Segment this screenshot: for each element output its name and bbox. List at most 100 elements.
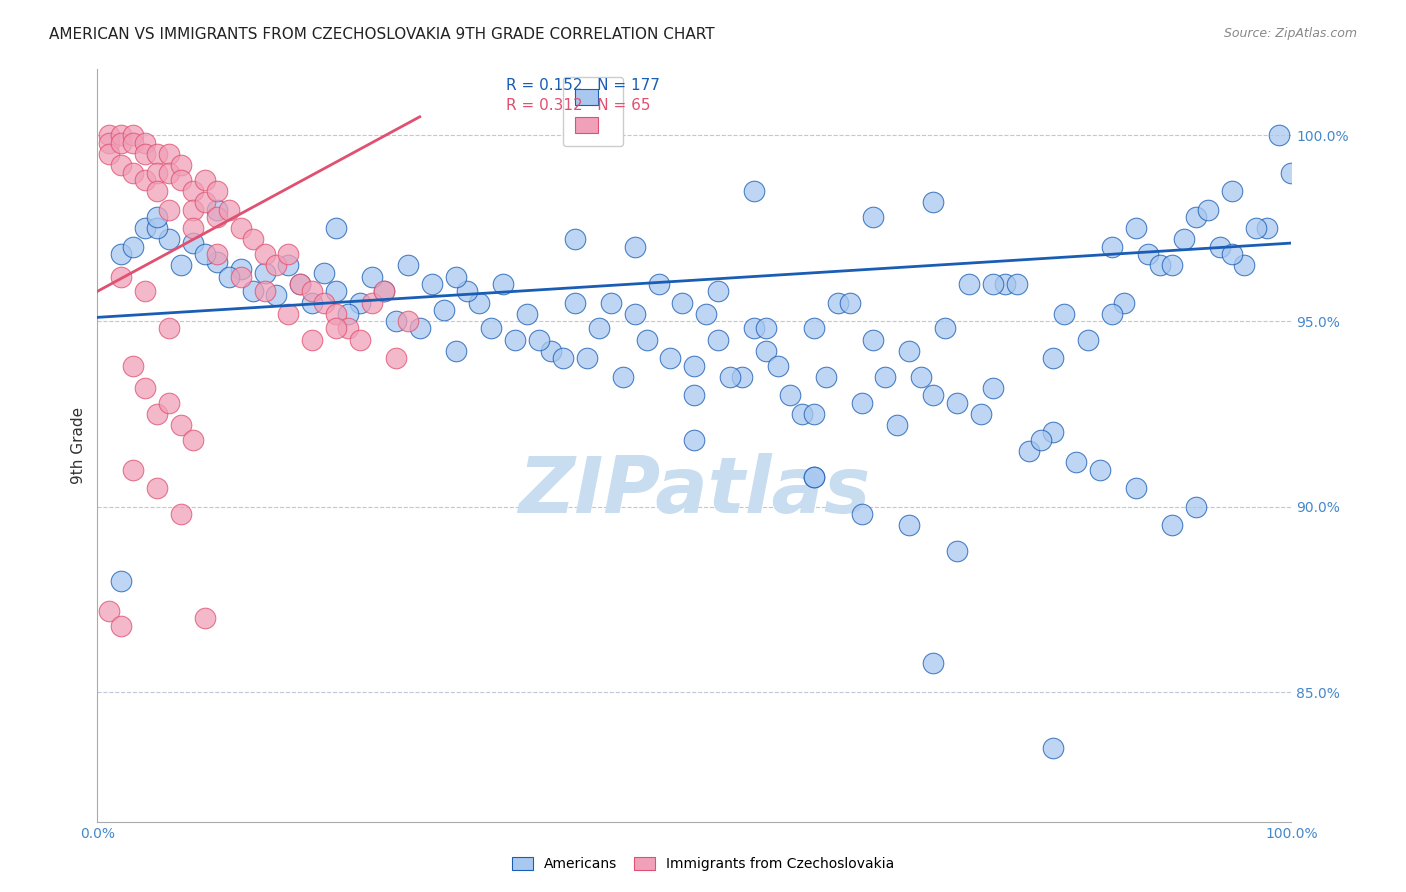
Point <box>194 247 217 261</box>
Point <box>146 481 169 495</box>
Point <box>1197 202 1219 217</box>
Point <box>361 295 384 310</box>
Point <box>253 285 276 299</box>
Point <box>970 407 993 421</box>
Point <box>1125 221 1147 235</box>
Point <box>564 295 586 310</box>
Point <box>1137 247 1160 261</box>
Point <box>551 351 574 366</box>
Point <box>803 321 825 335</box>
Point <box>516 307 538 321</box>
Point <box>194 611 217 625</box>
Point <box>205 202 228 217</box>
Point <box>1173 232 1195 246</box>
Point <box>157 321 180 335</box>
Point <box>146 221 169 235</box>
Text: Source: ZipAtlas.com: Source: ZipAtlas.com <box>1223 27 1357 40</box>
Point <box>218 202 240 217</box>
Point <box>325 321 347 335</box>
Point <box>503 333 526 347</box>
Point <box>695 307 717 321</box>
Point <box>98 604 121 618</box>
Point <box>349 333 371 347</box>
Point <box>134 173 156 187</box>
Point <box>122 462 145 476</box>
Point <box>981 277 1004 291</box>
Point <box>898 343 921 358</box>
Point <box>373 285 395 299</box>
Point <box>205 210 228 224</box>
Point <box>540 343 562 358</box>
Point <box>707 285 730 299</box>
Point <box>301 333 323 347</box>
Point <box>898 518 921 533</box>
Point <box>314 266 336 280</box>
Point <box>851 507 873 521</box>
Point <box>838 295 860 310</box>
Point <box>98 147 121 161</box>
Point <box>803 407 825 421</box>
Point <box>157 202 180 217</box>
Point <box>718 369 741 384</box>
Point <box>134 221 156 235</box>
Point <box>337 321 360 335</box>
Point <box>134 136 156 150</box>
Point <box>1114 295 1136 310</box>
Point <box>1232 258 1254 272</box>
Point <box>886 418 908 433</box>
Point <box>170 173 193 187</box>
Point <box>181 236 204 251</box>
Point <box>277 247 299 261</box>
Point <box>731 369 754 384</box>
Point <box>946 544 969 558</box>
Point <box>1268 128 1291 143</box>
Point <box>146 165 169 179</box>
Point <box>194 195 217 210</box>
Point <box>146 210 169 224</box>
Point <box>110 136 132 150</box>
Point <box>683 388 706 402</box>
Point <box>290 277 312 291</box>
Point <box>659 351 682 366</box>
Point <box>994 277 1017 291</box>
Point <box>612 369 634 384</box>
Point <box>875 369 897 384</box>
Point <box>253 247 276 261</box>
Point <box>1244 221 1267 235</box>
Point <box>146 184 169 198</box>
Point <box>110 247 132 261</box>
Point <box>229 221 252 235</box>
Point <box>827 295 849 310</box>
Point <box>266 258 288 272</box>
Point <box>325 285 347 299</box>
Point <box>110 269 132 284</box>
Point <box>922 195 945 210</box>
Legend: Americans, Immigrants from Czechoslovakia: Americans, Immigrants from Czechoslovaki… <box>505 850 901 878</box>
Point <box>277 258 299 272</box>
Point <box>1029 433 1052 447</box>
Point <box>325 221 347 235</box>
Point <box>755 321 778 335</box>
Point <box>373 285 395 299</box>
Point <box>456 285 478 299</box>
Point <box>396 314 419 328</box>
Point <box>1149 258 1171 272</box>
Point <box>814 369 837 384</box>
Point <box>492 277 515 291</box>
Point <box>290 277 312 291</box>
Point <box>396 258 419 272</box>
Point <box>862 210 884 224</box>
Point <box>1005 277 1028 291</box>
Point <box>683 433 706 447</box>
Point <box>420 277 443 291</box>
Point <box>409 321 432 335</box>
Point <box>1125 481 1147 495</box>
Point <box>683 359 706 373</box>
Point <box>1185 500 1208 514</box>
Point <box>671 295 693 310</box>
Y-axis label: 9th Grade: 9th Grade <box>72 407 86 484</box>
Point <box>707 333 730 347</box>
Point <box>647 277 669 291</box>
Point <box>742 321 765 335</box>
Point <box>110 618 132 632</box>
